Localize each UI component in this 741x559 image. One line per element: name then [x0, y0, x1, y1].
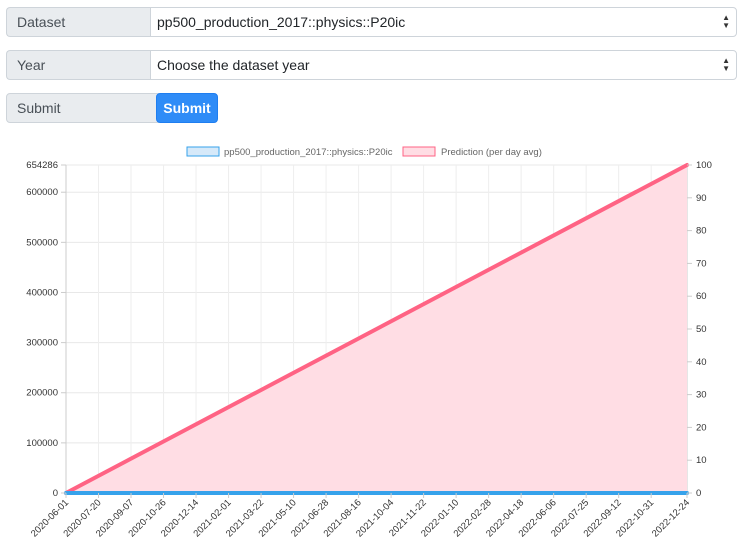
submit-label: Submit [6, 93, 161, 123]
dataset-row: Dataset [6, 7, 161, 37]
y-left-tick-label: 300000 [26, 338, 58, 349]
year-label: Year [6, 50, 161, 80]
legend-label-dataset[interactable]: pp500_production_2017::physics::P20ic [224, 147, 393, 158]
dataset-label: Dataset [6, 7, 161, 37]
y-right-tick-label: 30 [696, 390, 707, 401]
year-select[interactable]: Choose the dataset year ▲ ▼ [150, 50, 737, 80]
y-right-tick-label: 90 [696, 193, 707, 204]
select-arrows-icon: ▲ ▼ [722, 13, 730, 30]
legend-swatch-prediction [402, 146, 436, 157]
y-right-tick-label: 50 [696, 324, 707, 335]
y-left-tick-label: 500000 [26, 237, 58, 248]
submit-row: Submit Submit [6, 93, 226, 123]
x-tick-label: 2022-12-24 [650, 497, 692, 539]
y-right-tick-label: 70 [696, 258, 707, 269]
prediction-chart: pp500_production_2017::physics::P20ic Pr… [26, 146, 712, 539]
y-left-tick-label: 100000 [26, 438, 58, 449]
year-select-value: Choose the dataset year [157, 57, 310, 73]
y-axis-right: 0 10 20 30 40 50 60 70 80 90 100 [687, 160, 712, 499]
legend-label-prediction[interactable]: Prediction (per day avg) [441, 147, 542, 158]
y-right-tick-label: 10 [696, 455, 707, 466]
y-axis-left: 0 100000 200000 300000 400000 500000 600000 654… [26, 160, 66, 499]
chart-lines [64, 163, 689, 495]
year-row: Year [6, 50, 161, 80]
submit-button[interactable]: Submit [156, 93, 218, 123]
y-left-tick-label: 600000 [26, 187, 58, 198]
y-right-tick-label: 80 [696, 226, 707, 237]
y-right-tick-label: 0 [696, 488, 701, 499]
series-line-prediction [64, 163, 689, 495]
x-axis: 2020-06-012020-07-202020-09-072020-10-26… [29, 493, 692, 539]
y-left-tick-label: 654286 [26, 160, 58, 171]
select-arrows-icon: ▲ ▼ [722, 56, 730, 73]
y-right-tick-label: 40 [696, 357, 707, 368]
legend-swatch-dataset [186, 146, 220, 157]
y-left-tick-label: 400000 [26, 287, 58, 298]
y-right-tick-label: 20 [696, 422, 707, 433]
chart-legend: pp500_production_2017::physics::P20ic Pr… [186, 146, 542, 158]
y-right-tick-label: 100 [696, 160, 712, 171]
dataset-select[interactable]: pp500_production_2017::physics::P20ic ▲ ▼ [150, 7, 737, 37]
y-left-tick-label: 0 [53, 488, 58, 499]
dataset-select-value: pp500_production_2017::physics::P20ic [157, 14, 406, 30]
y-left-tick-label: 200000 [26, 388, 58, 399]
y-right-tick-label: 60 [696, 291, 707, 302]
